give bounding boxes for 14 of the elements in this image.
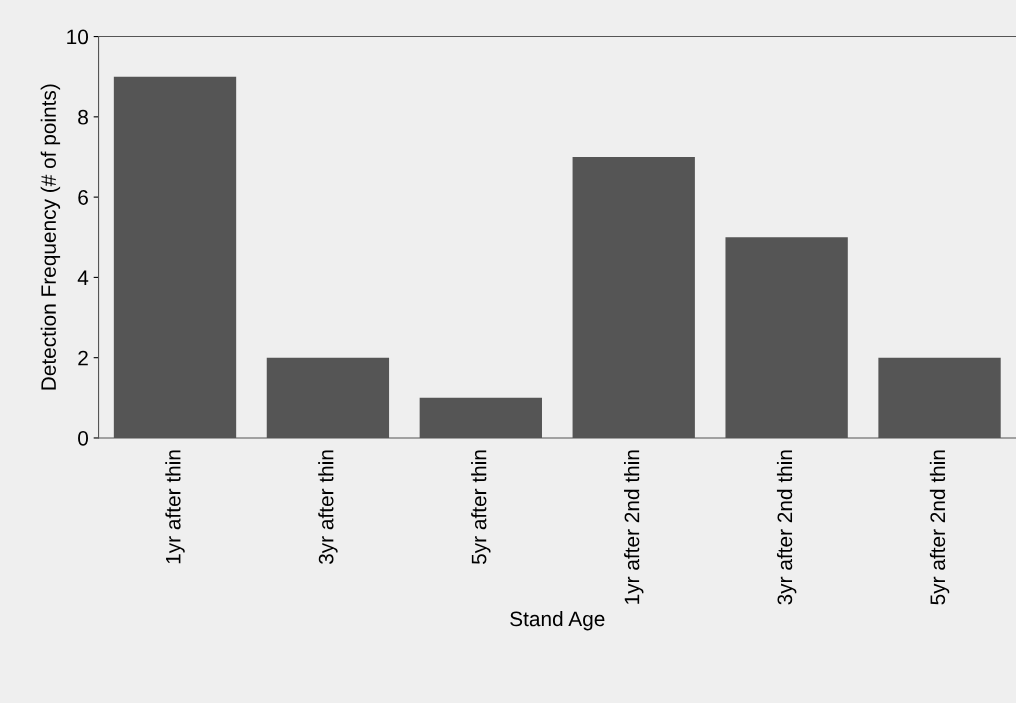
x-axis-title: Stand Age	[510, 610, 605, 631]
y-tick-label: 0	[78, 430, 89, 446]
x-tick-label: 5yr after thin	[471, 450, 491, 565]
y-tick-label: 8	[78, 109, 88, 125]
y-tick-label: 10	[67, 29, 89, 45]
x-tick-label: 5yr after 2nd thin	[929, 450, 950, 605]
x-tick-label: 1yr after thin	[165, 450, 185, 564]
x-tick-label: 1yr after 2nd thin	[624, 450, 644, 604]
x-tick-label: 3yr after 2nd thin	[776, 450, 797, 605]
y-tick-label: 4	[77, 270, 89, 285]
y-axis-title: Detection Frequency (# of points)	[40, 84, 61, 390]
y-tick-label: 6	[78, 190, 88, 205]
y-tick-label: 2	[78, 350, 88, 366]
x-tick-label: 3yr after thin	[318, 450, 338, 565]
